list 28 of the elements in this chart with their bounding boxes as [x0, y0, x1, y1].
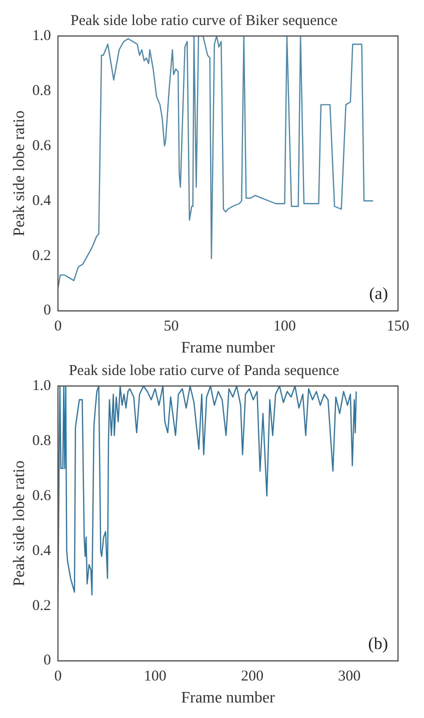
- chart-title: Peak side lobe ratio curve of Panda sequence: [68, 362, 340, 379]
- y-axis-title: Peak side lobe ratio: [10, 110, 28, 236]
- y-tick-label: 0.4: [32, 192, 52, 209]
- y-tick-label: 0.6: [32, 488, 52, 504]
- y-tick-label: 1.0: [32, 378, 51, 394]
- y-tick-label: 0.2: [32, 248, 51, 264]
- x-tick-label: 0: [54, 668, 62, 685]
- x-tick-label: 200: [241, 668, 264, 685]
- annotation: (b): [368, 634, 388, 653]
- x-axis-title: Frame number: [181, 340, 276, 357]
- annotation: (a): [369, 284, 388, 303]
- x-tick-label: 100: [144, 668, 166, 685]
- x-tick-label: 50: [164, 318, 179, 335]
- y-tick-label: 0: [43, 652, 51, 669]
- y-axis-title: Peak side lobe ratio: [10, 460, 28, 586]
- y-tick-label: 0.2: [32, 598, 51, 614]
- x-axis-title: Frame number: [181, 690, 276, 707]
- y-tick-label: 0.4: [32, 542, 52, 559]
- x-tick-label: 100: [273, 318, 296, 335]
- y-tick-label: 0.6: [32, 138, 52, 154]
- chart-title: Peak side lobe ratio curve of Biker sequence: [70, 12, 338, 29]
- y-tick-label: 0: [43, 302, 51, 319]
- y-tick-label: 0.8: [32, 432, 51, 449]
- x-tick-label: 0: [54, 318, 62, 335]
- y-tick-label: 0.8: [32, 82, 51, 99]
- x-tick-label: 150: [386, 318, 410, 335]
- x-tick-label: 300: [338, 668, 361, 685]
- y-tick-label: 1.0: [32, 28, 51, 44]
